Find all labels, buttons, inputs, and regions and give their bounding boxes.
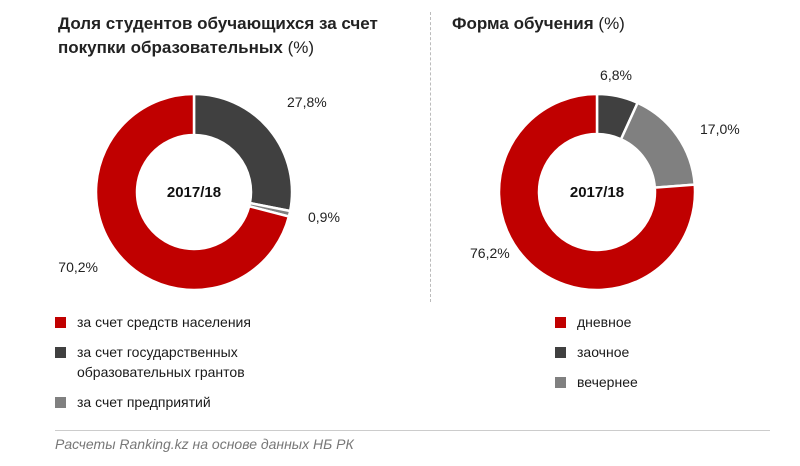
data-label: 27,8% [287,94,327,110]
legend-right: дневное заочное вечернее [555,312,638,402]
data-label: 70,2% [58,259,98,275]
legend-label: вечернее [577,374,638,390]
legend-item: заочное [555,342,638,362]
legend-item: за счет предприятий [55,392,355,412]
source-note: Расчеты Ranking.kz на основе данных НБ Р… [55,436,354,452]
chart-title-left: Доля студентов обучающихся за счет покуп… [58,14,378,57]
legend-swatch [555,347,566,358]
chart-title-right: Форма обучения (%) [452,14,625,33]
legend-label: за счет предприятий [77,394,211,410]
donut-slice [497,92,697,292]
legend-swatch [55,397,66,408]
legend-swatch [555,377,566,388]
footer-rule [55,430,770,431]
donut-slice [619,101,697,189]
data-label: 6,8% [600,67,632,83]
divider [430,12,431,302]
legend-swatch [55,317,66,328]
center-label: 2017/18 [570,184,624,201]
data-label: 17,0% [700,121,740,137]
legend-item: дневное [555,312,638,332]
legend-label: за счет средств населения [77,314,251,330]
legend-swatch [55,347,66,358]
legend-label: дневное [577,314,632,330]
donut-slice [94,92,291,292]
legend-label: за счет государственных образовательных … [77,344,245,380]
data-label: 0,9% [308,209,340,225]
legend-item: за счет средств населения [55,312,355,332]
legend-item: вечернее [555,372,638,392]
data-label: 76,2% [470,245,510,261]
center-label: 2017/18 [167,184,221,201]
legend-label: заочное [577,344,630,360]
legend-left: за счет средств населения за счет государ… [55,312,355,422]
legend-item: за счет государственных образовательных … [55,342,355,382]
legend-swatch [555,317,566,328]
